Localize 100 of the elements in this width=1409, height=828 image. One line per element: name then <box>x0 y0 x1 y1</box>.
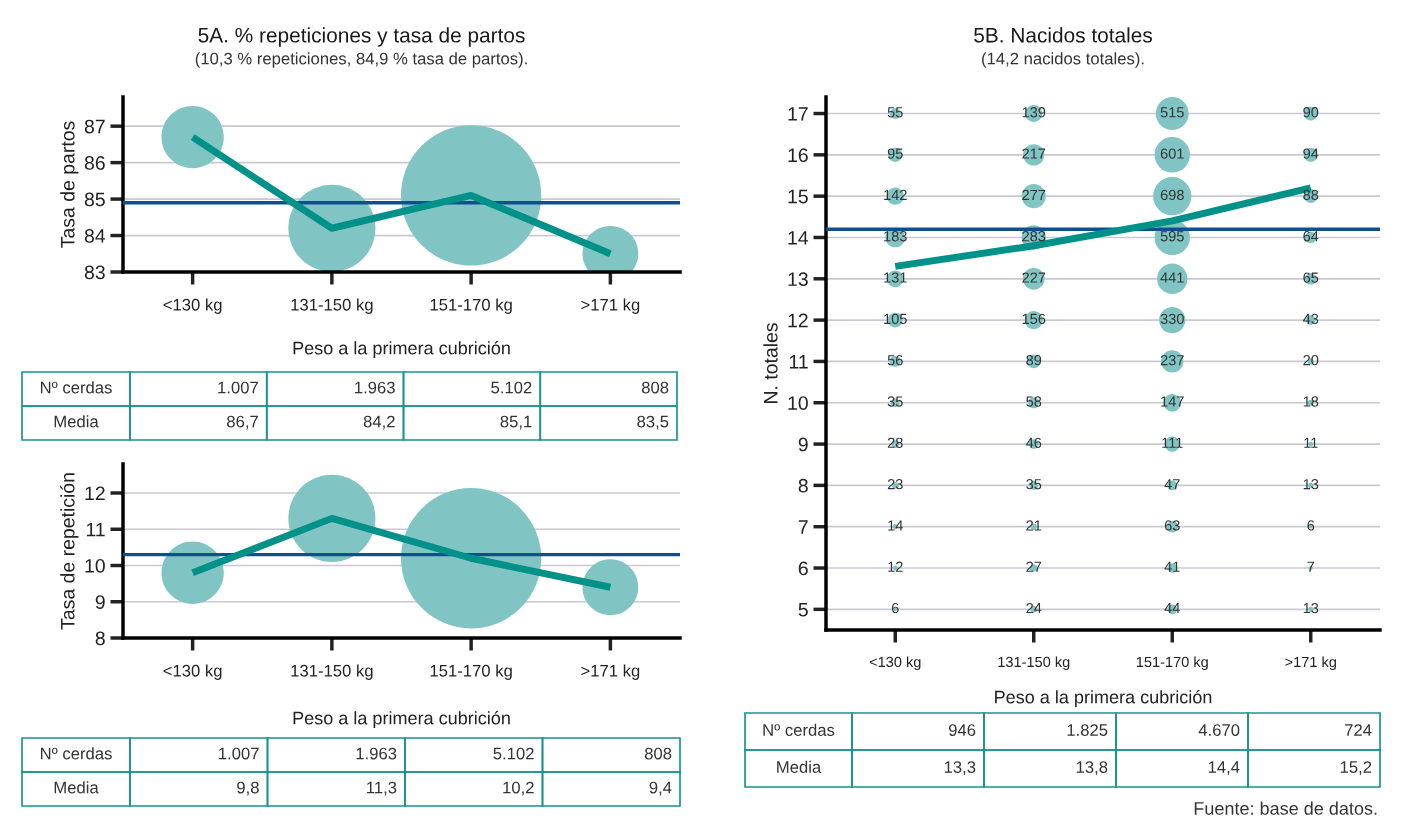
y-tick-label: 12 <box>85 486 105 501</box>
data-label: 83,5 <box>637 415 669 430</box>
y-tick-label: 8 <box>798 478 808 493</box>
data-label: 85,1 <box>500 415 532 430</box>
x-tick-label: 131-150 kg <box>998 656 1070 670</box>
data-label: 13 <box>1303 602 1319 614</box>
data-label: 35 <box>887 396 903 407</box>
data-label: 277 <box>1022 189 1046 200</box>
data-label: 43 <box>1302 313 1319 325</box>
data-label: 13,3 <box>944 761 976 775</box>
data-label: 131 <box>884 272 907 283</box>
data-label: 95 <box>887 148 903 159</box>
y-tick-label: 17 <box>788 107 808 121</box>
data-label: 147 <box>1161 396 1184 407</box>
data-label: 10,2 <box>503 781 534 796</box>
data-label: 142 <box>884 189 907 200</box>
chart-subtitle: (10,3 % repeticiones, 84,9 % tasa de partos). <box>195 52 527 68</box>
data-label: 44 <box>1164 603 1180 614</box>
data-label: 58 <box>1026 396 1042 407</box>
x-tick-label: 151-170 kg <box>430 298 512 314</box>
data-label: 227 <box>1022 272 1046 283</box>
data-label: 86,7 <box>227 415 258 430</box>
chart-subtitle: (14,2 nacidos totales). <box>982 52 1144 68</box>
data-label: 18 <box>1303 396 1319 407</box>
y-axis-title: Tasa de partos <box>60 121 79 248</box>
y-tick-label: 7 <box>798 520 808 534</box>
data-label: 105 <box>884 313 907 325</box>
data-label: 9,4 <box>649 781 672 796</box>
data-label: 55 <box>887 107 903 118</box>
data-label: 12 <box>888 561 903 572</box>
text: 5.102 <box>493 747 534 760</box>
x-tick-label: <130 kg <box>869 656 921 670</box>
y-tick-label: 83 <box>84 265 105 280</box>
data-label: 27 <box>1026 561 1042 572</box>
y-tick-label: 6 <box>798 561 808 576</box>
y-axis-title: N. totales <box>763 323 778 403</box>
text: 1.963 <box>355 381 395 394</box>
data-label: 441 <box>1160 272 1184 283</box>
data-label: 6 <box>891 602 899 614</box>
y-tick-label: 15 <box>788 189 808 204</box>
x-tick-label: 131-150 kg <box>291 298 373 314</box>
data-label: 6 <box>1307 520 1315 531</box>
y-tick-label: 10 <box>788 396 808 410</box>
data-label: 139 <box>1022 107 1046 118</box>
data-label: 13 <box>1303 478 1319 490</box>
data-label: 20 <box>1303 355 1319 366</box>
data-label: 89 <box>1026 355 1042 366</box>
text: 4.670 <box>1198 724 1240 736</box>
data-label: 35 <box>1026 478 1042 490</box>
y-tick-label: 5 <box>798 603 808 617</box>
y-tick-label: 11 <box>86 522 105 537</box>
text: 1.963 <box>356 747 397 760</box>
text: 724 <box>1345 724 1372 736</box>
data-label: 47 <box>1164 479 1180 490</box>
y-tick-label: 12 <box>788 313 808 328</box>
text: Media <box>54 415 99 428</box>
y-tick-label: 9 <box>95 595 105 609</box>
text: 1.007 <box>219 747 259 760</box>
text: 946 <box>948 724 976 736</box>
y-tick-label: 86 <box>84 156 105 170</box>
data-label: 65 <box>1303 272 1319 283</box>
data-label: 15,2 <box>1340 761 1372 775</box>
x-tick-label: <130 kg <box>163 298 222 314</box>
data-label: 21 <box>1026 520 1042 531</box>
data-label: 94 <box>1303 148 1319 159</box>
y-tick-label: 14 <box>788 231 809 245</box>
y-axis-title: Tasa de repetición <box>60 473 79 630</box>
data-label: 698 <box>1160 189 1184 201</box>
data-label: 601 <box>1160 148 1184 159</box>
y-tick-label: 85 <box>84 192 105 207</box>
data-label: 28 <box>887 437 903 448</box>
y-tick-label: 8 <box>95 631 105 646</box>
data-label: 330 <box>1160 313 1184 325</box>
data-label: 88 <box>1303 189 1319 201</box>
data-label: 11,3 <box>367 781 397 796</box>
x-tick-label: 151-170 kg <box>1136 656 1208 670</box>
data-label: 11 <box>1304 437 1318 448</box>
data-label: 41 <box>1164 561 1180 572</box>
data-label: 283 <box>1022 231 1046 242</box>
text: 808 <box>641 381 669 394</box>
x-tick-label: >171 kg <box>1285 656 1336 670</box>
data-label: 23 <box>887 478 903 490</box>
text: 1.007 <box>218 381 258 394</box>
data-label: 46 <box>1025 437 1042 448</box>
text: Nº cerdas <box>40 747 112 760</box>
data-label: 217 <box>1022 148 1046 159</box>
data-label: 63 <box>1164 520 1180 531</box>
y-tick-label: 11 <box>789 355 808 369</box>
chart-title: 5B. Nacidos totales <box>974 27 1152 43</box>
data-label: 84,2 <box>363 415 395 430</box>
y-tick-label: 10 <box>85 558 105 573</box>
data-label: 14 <box>888 520 903 531</box>
y-tick-label: 9 <box>798 437 808 452</box>
x-axis-title: Peso a la primera cubrición <box>293 711 510 729</box>
y-tick-label: 13 <box>788 272 808 287</box>
x-tick-label: 151-170 kg <box>430 664 512 680</box>
data-label: 515 <box>1160 107 1184 118</box>
data-label: 237 <box>1160 355 1184 366</box>
x-axis-title: Peso a la primera cubrición <box>995 690 1212 708</box>
y-tick-label: 84 <box>84 229 106 243</box>
